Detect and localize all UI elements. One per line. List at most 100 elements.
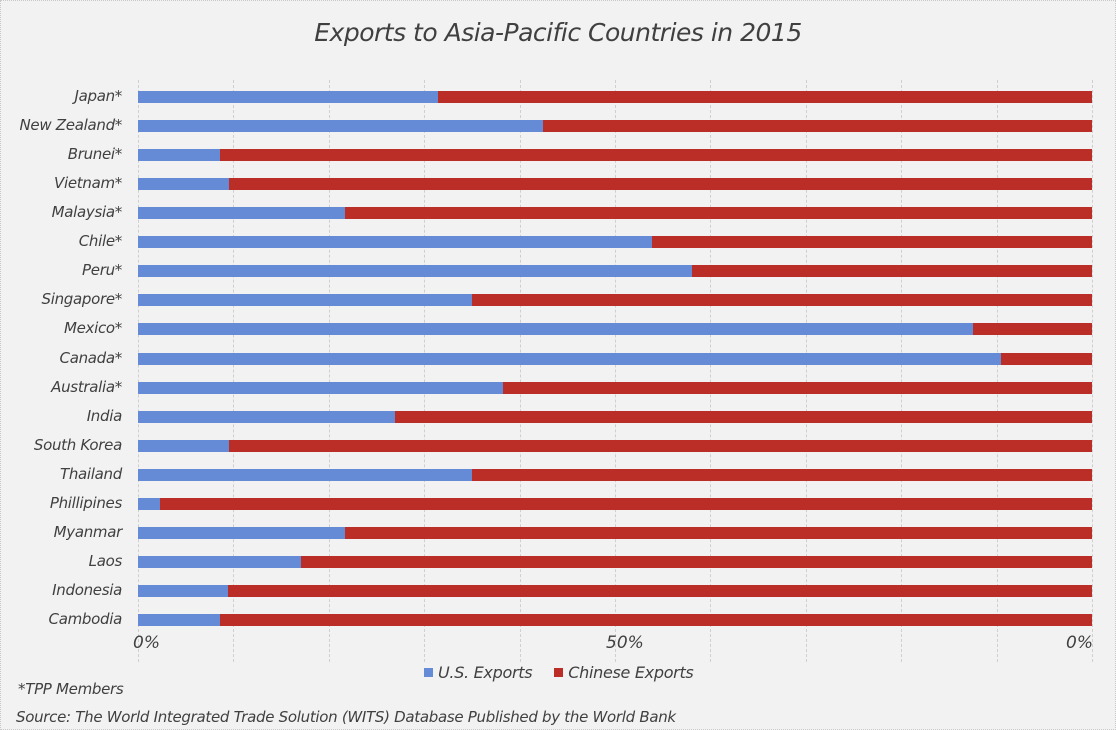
legend-swatch-us — [424, 668, 433, 677]
gridline-0 — [138, 80, 139, 662]
bar-row — [138, 498, 1092, 510]
bar-row — [138, 556, 1092, 568]
bar-row — [138, 91, 1092, 103]
bar-row — [138, 382, 1092, 394]
bar-row — [138, 527, 1092, 539]
bar-row — [138, 323, 1092, 335]
bar-us-exports — [138, 120, 544, 132]
bar-chinese-exports — [692, 265, 1092, 277]
bar-chinese-exports — [345, 527, 1092, 539]
bar-chinese-exports — [394, 411, 1092, 423]
bar-chinese-exports — [227, 585, 1092, 597]
bar-chinese-exports — [228, 178, 1092, 190]
legend-label-cn: Chinese Exports — [568, 663, 694, 682]
x-tick-50: 50% — [606, 633, 644, 653]
gridline-60 — [710, 80, 711, 662]
gridline-20 — [329, 80, 330, 662]
tpp-footnote: *TPP Members — [18, 680, 124, 698]
source-footnote: Source: The World Integrated Trade Solut… — [16, 708, 676, 726]
bar-chinese-exports — [437, 91, 1092, 103]
bar-us-exports — [138, 236, 653, 248]
plot-area — [138, 80, 1093, 662]
bar-us-exports — [138, 411, 395, 423]
bar-chinese-exports — [471, 469, 1092, 481]
bar-chinese-exports — [543, 120, 1092, 132]
category-label: Vietnam* — [54, 174, 122, 193]
bar-row — [138, 236, 1092, 248]
bar-row — [138, 178, 1092, 190]
bar-us-exports — [138, 527, 346, 539]
bar-us-exports — [138, 440, 229, 452]
x-tick-100: 0% — [1066, 633, 1093, 653]
bar-chinese-exports — [1001, 353, 1092, 365]
bar-us-exports — [138, 585, 228, 597]
bar-row — [138, 469, 1092, 481]
category-label: Singapore* — [41, 290, 122, 309]
category-label: Thailand — [59, 464, 122, 483]
category-label: Laos — [88, 551, 123, 570]
gridline-30 — [424, 80, 425, 662]
bar-us-exports — [138, 556, 302, 568]
gridline-90 — [997, 80, 998, 662]
bar-us-exports — [138, 382, 504, 394]
category-label: Peru* — [82, 261, 122, 280]
category-label: Myanmar — [53, 522, 123, 541]
gridline-80 — [901, 80, 902, 662]
bar-row — [138, 149, 1092, 161]
bar-chinese-exports — [972, 323, 1092, 335]
bar-chinese-exports — [159, 498, 1092, 510]
bar-chinese-exports — [301, 556, 1092, 568]
bar-chinese-exports — [471, 294, 1092, 306]
bar-row — [138, 207, 1092, 219]
category-label: Cambodia — [48, 610, 123, 629]
chart-title: Exports to Asia-Pacific Countries in 201… — [314, 18, 802, 47]
gridline-40 — [520, 80, 521, 662]
legend-item-cn: Chinese Exports — [554, 663, 694, 682]
legend-item-us: U.S. Exports — [424, 663, 533, 682]
category-label: Indonesia — [52, 581, 122, 600]
category-label: Chile* — [78, 232, 123, 251]
bar-chinese-exports — [345, 207, 1092, 219]
category-label: Malaysia* — [51, 203, 123, 222]
gridline-10 — [233, 80, 234, 662]
gridline-70 — [806, 80, 807, 662]
category-label: Mexico* — [63, 319, 122, 338]
bar-row — [138, 353, 1092, 365]
category-label: India — [86, 406, 123, 425]
bar-us-exports — [138, 149, 221, 161]
bar-chinese-exports — [220, 614, 1092, 626]
category-label: Japan* — [74, 87, 122, 105]
legend: U.S. Exports Chinese Exports — [424, 663, 715, 682]
gridline-100 — [1092, 80, 1093, 662]
bar-us-exports — [138, 207, 346, 219]
category-label: South Korea — [33, 435, 122, 454]
bar-row — [138, 411, 1092, 423]
bar-us-exports — [138, 294, 472, 306]
bar-chinese-exports — [652, 236, 1092, 248]
bar-us-exports — [138, 353, 1002, 365]
bar-row — [138, 120, 1092, 132]
bar-us-exports — [138, 323, 973, 335]
legend-label-us: U.S. Exports — [438, 663, 533, 682]
bar-row — [138, 265, 1092, 277]
gridline-50 — [615, 80, 616, 662]
bar-us-exports — [138, 498, 160, 510]
bar-us-exports — [138, 614, 221, 626]
bar-row — [138, 614, 1092, 626]
bar-row — [138, 585, 1092, 597]
bar-chinese-exports — [503, 382, 1092, 394]
category-label: Canada* — [59, 348, 123, 367]
bar-row — [138, 294, 1092, 306]
bar-chinese-exports — [220, 149, 1092, 161]
category-label: New Zealand* — [19, 116, 123, 135]
bar-row — [138, 440, 1092, 452]
bar-us-exports — [138, 91, 438, 103]
x-tick-0: 0% — [133, 633, 160, 653]
bar-us-exports — [138, 265, 693, 277]
bar-us-exports — [138, 469, 472, 481]
bar-us-exports — [138, 178, 229, 190]
category-label: Australia* — [51, 377, 122, 396]
category-label: Phillipines — [49, 493, 122, 512]
legend-swatch-cn — [554, 668, 564, 677]
category-label: Brunei* — [67, 145, 123, 164]
